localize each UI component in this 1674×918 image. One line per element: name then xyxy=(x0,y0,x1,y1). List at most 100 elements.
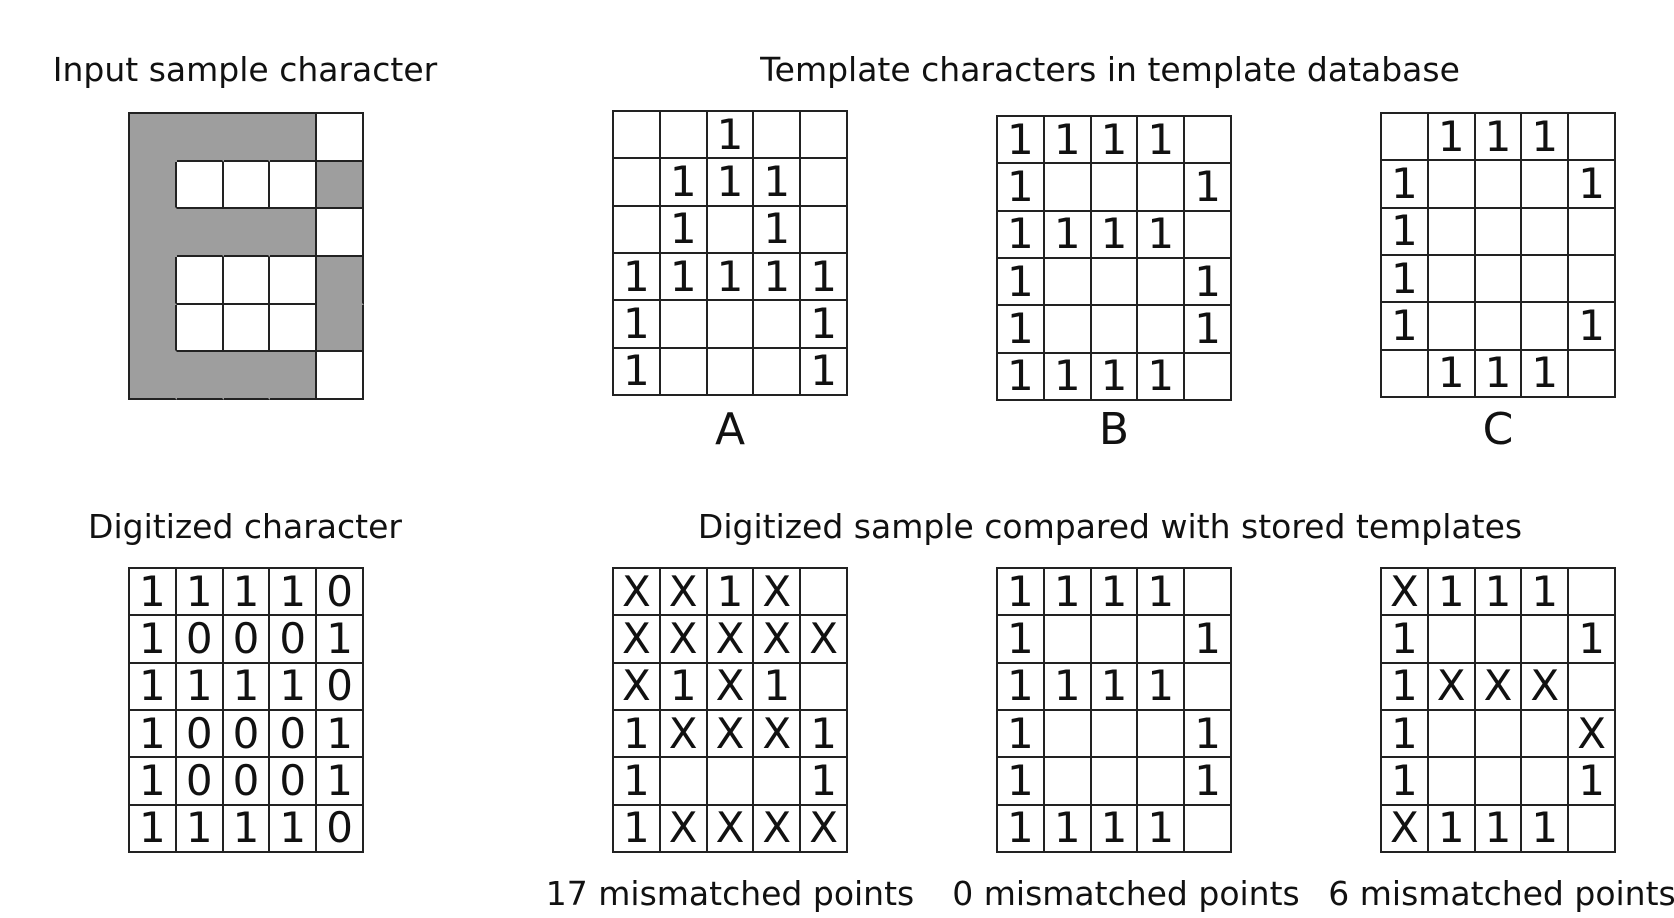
grid-cell: 1 xyxy=(223,805,271,853)
shaded-cell xyxy=(130,304,177,353)
grid-cell xyxy=(1044,616,1092,664)
grid-cell xyxy=(1044,164,1092,212)
grid-cell: 1 xyxy=(1382,663,1429,711)
empty-cell xyxy=(223,161,271,210)
grid-cell: 1 xyxy=(1044,117,1092,165)
grid-cell: X xyxy=(754,569,802,617)
grid-cell xyxy=(1428,710,1476,759)
grid-cell: 1 xyxy=(1044,211,1092,259)
grid-cell xyxy=(1569,114,1616,162)
grid-cell xyxy=(707,758,755,806)
grid-cell: 1 xyxy=(223,569,271,617)
shaded-cell xyxy=(130,352,177,400)
grid-cell xyxy=(1522,710,1570,759)
grid-cell xyxy=(1569,350,1616,398)
grid-cell xyxy=(754,301,802,349)
shaded-cell xyxy=(270,352,318,400)
grid-cell: 1 xyxy=(1428,805,1476,853)
grid-cell xyxy=(707,301,755,349)
grid-cell: 1 xyxy=(176,805,224,853)
grid-cell: 1 xyxy=(1382,255,1429,304)
grid-cell: 1 xyxy=(998,117,1045,165)
grid-cell: 1 xyxy=(270,569,318,617)
grid-cell: 0 xyxy=(176,616,224,664)
template-letter-b: B xyxy=(1098,404,1130,455)
grid-cell: X xyxy=(660,569,708,617)
grid-cell: X xyxy=(614,616,661,664)
grid-cell xyxy=(614,159,661,207)
empty-cell xyxy=(176,161,224,210)
grid-cell: 1 xyxy=(998,758,1045,806)
grid-cell: 0 xyxy=(270,710,318,759)
grid-cell xyxy=(1091,616,1139,664)
grid-cell: X xyxy=(707,805,755,853)
mismatch-caption-c: 6 mismatched points xyxy=(1328,874,1674,913)
shaded-cell xyxy=(176,209,224,257)
grid-cell xyxy=(1138,164,1186,212)
grid-cell: X xyxy=(707,663,755,711)
grid-cell: X xyxy=(1382,805,1429,853)
grid-cell xyxy=(1428,758,1476,806)
grid-cell: 1 xyxy=(1185,164,1232,212)
shaded-cell xyxy=(176,352,224,400)
grid-cell: 1 xyxy=(1044,353,1092,401)
grid-cell xyxy=(1475,710,1523,759)
shaded-cell xyxy=(270,209,318,257)
grid-cell: 1 xyxy=(754,253,802,302)
grid-cell: X xyxy=(660,710,708,759)
shaded-cell xyxy=(317,304,364,353)
grid-cell: X xyxy=(754,616,802,664)
grid-cell: 1 xyxy=(614,805,661,853)
grid-cell: 1 xyxy=(1091,117,1139,165)
grid-cell: 1 xyxy=(1569,758,1616,806)
grid-cell: 1 xyxy=(1185,616,1232,664)
grid-cell xyxy=(614,206,661,254)
grid-cell xyxy=(1185,569,1232,617)
grid-cell xyxy=(801,112,848,160)
grid-cell xyxy=(1138,616,1186,664)
grid-cell xyxy=(1185,211,1232,259)
grid-cell: 0 xyxy=(223,758,271,806)
grid-cell xyxy=(801,663,848,711)
grid-cell xyxy=(1138,758,1186,806)
grid-cell: 1 xyxy=(1138,117,1186,165)
grid-cell: 0 xyxy=(270,616,318,664)
grid-cell: 1 xyxy=(660,253,708,302)
grid-cell xyxy=(660,112,708,160)
grid-cell xyxy=(1522,161,1570,209)
shaded-cell xyxy=(130,257,177,305)
grid-cell xyxy=(614,112,661,160)
grid-cell xyxy=(801,159,848,207)
grid-cell: 1 xyxy=(1091,569,1139,617)
empty-cell xyxy=(223,257,271,305)
grid-cell: 1 xyxy=(1569,616,1616,664)
grid-cell xyxy=(1569,208,1616,256)
grid-cell xyxy=(1185,663,1232,711)
grid-cell: 1 xyxy=(1428,569,1476,617)
grid-cell: 1 xyxy=(1475,805,1523,853)
grid-cell: 1 xyxy=(1091,663,1139,711)
shaded-cell xyxy=(130,161,177,210)
empty-cell xyxy=(270,304,318,353)
shaded-cell xyxy=(223,352,271,400)
grid-cell xyxy=(1138,258,1186,307)
empty-cell xyxy=(317,114,364,162)
grid-cell xyxy=(754,112,802,160)
grid-cell: X xyxy=(801,616,848,664)
input-sample-grid xyxy=(128,112,364,400)
grid-cell: 1 xyxy=(660,663,708,711)
grid-cell: X xyxy=(1569,710,1616,759)
grid-cell xyxy=(1475,161,1523,209)
comparison-label: Digitized sample compared with stored te… xyxy=(697,507,1523,546)
input-sample-label: Input sample character xyxy=(52,50,438,89)
grid-cell xyxy=(1428,161,1476,209)
grid-cell xyxy=(1522,255,1570,304)
grid-cell: 1 xyxy=(1382,710,1429,759)
grid-cell: 1 xyxy=(1522,569,1570,617)
grid-cell: 1 xyxy=(1185,258,1232,307)
template-letter-c: C xyxy=(1482,404,1514,455)
grid-cell xyxy=(1382,350,1429,398)
